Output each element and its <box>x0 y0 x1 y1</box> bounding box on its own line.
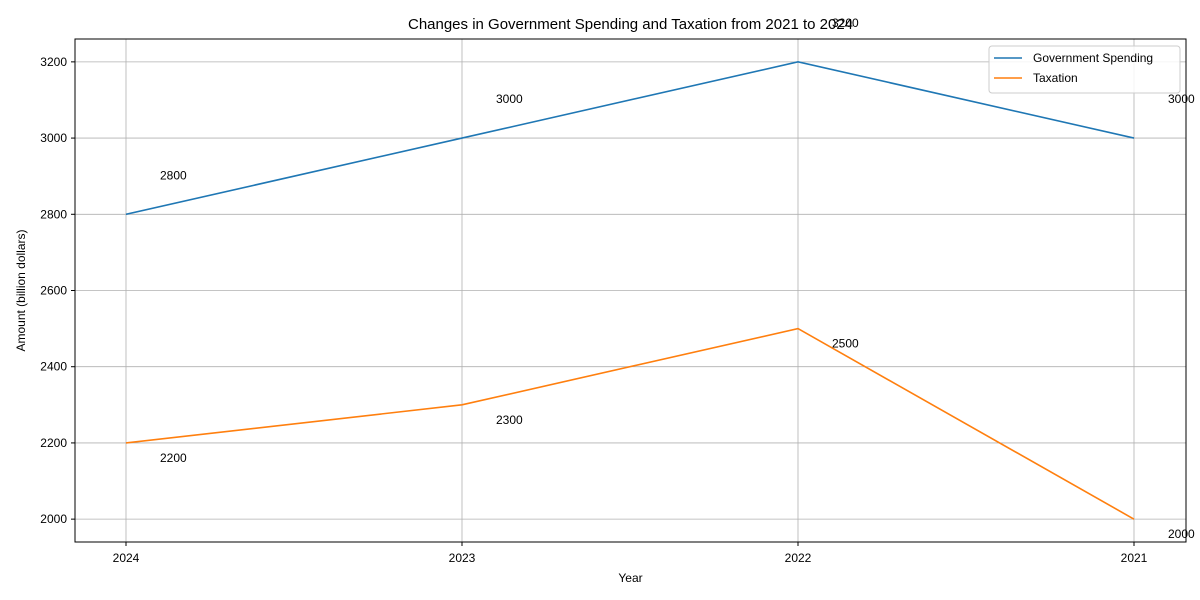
data-label: 2300 <box>496 413 523 427</box>
y-tick-label: 2200 <box>40 436 67 450</box>
series-line-1 <box>125 327 1135 520</box>
series-lines <box>125 61 1135 520</box>
legend-entry: Taxation <box>1033 71 1078 85</box>
data-label: 3000 <box>496 92 523 106</box>
y-tick-label: 2600 <box>40 284 67 298</box>
data-label: 3000 <box>1168 92 1195 106</box>
x-tick-label: 2022 <box>785 551 812 565</box>
axis-ticks: 2024 2023 2022 2021 2000 2200 2400 2600 2800 3000… <box>40 55 1147 565</box>
y-axis-label: Amount (billion dollars) <box>14 229 28 351</box>
grid-lines <box>75 39 1186 542</box>
x-tick-label: 2023 <box>449 551 476 565</box>
y-tick-label: 2000 <box>40 512 67 526</box>
data-label: 2000 <box>1168 527 1195 541</box>
y-tick-label: 3000 <box>40 131 67 145</box>
data-label: 2500 <box>832 337 859 351</box>
series-line-0 <box>125 61 1135 216</box>
data-labels: 2800 3000 3200 3000 2200 2300 2500 2000 <box>160 16 1195 541</box>
data-label: 3200 <box>832 16 859 30</box>
legend-box <box>988 45 1181 94</box>
data-label: 2800 <box>160 168 187 182</box>
x-tick-label: 2024 <box>113 551 140 565</box>
y-tick-label: 2800 <box>40 207 67 221</box>
y-tick-label: 2400 <box>40 360 67 374</box>
data-label: 2200 <box>160 451 187 465</box>
x-tick-label: 2021 <box>1121 551 1148 565</box>
x-axis-label: Year <box>618 571 642 585</box>
chart-title: Changes in Government Spending and Taxat… <box>408 16 853 33</box>
y-tick-label: 3200 <box>40 55 67 69</box>
legend: Government Spending Taxation <box>988 45 1181 94</box>
legend-entry: Government Spending <box>1033 51 1153 65</box>
